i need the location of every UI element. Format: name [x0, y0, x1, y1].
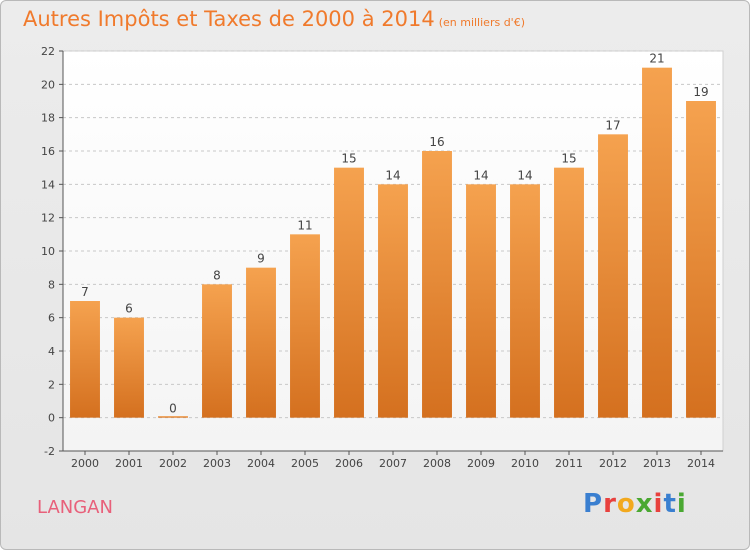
y-tick-label: 0 — [48, 412, 55, 425]
y-tick-label: 4 — [48, 345, 55, 358]
data-label: 19 — [693, 85, 708, 99]
proxiti-logo: Proxiti — [583, 489, 687, 519]
data-label: 21 — [649, 52, 664, 66]
bar-2001 — [114, 317, 144, 418]
x-tick-label: 2006 — [335, 457, 363, 470]
bar-2000 — [70, 301, 100, 418]
x-tick-label: 2013 — [643, 457, 671, 470]
x-tick-label: 2012 — [599, 457, 627, 470]
logo-letter: i — [676, 489, 687, 519]
bar-2012 — [598, 134, 628, 418]
data-label: 9 — [257, 252, 265, 266]
y-tick-label: 8 — [48, 278, 55, 291]
logo-letter: x — [635, 489, 654, 519]
bar-2009 — [466, 184, 496, 418]
logo-letter: P — [583, 489, 604, 519]
logo-letter: r — [603, 489, 617, 519]
x-tick-label: 2000 — [71, 457, 99, 470]
data-label: 15 — [341, 152, 356, 166]
data-label: 0 — [169, 402, 177, 416]
y-tick-label: 18 — [41, 112, 55, 125]
logo-letter: o — [616, 489, 636, 519]
chart-unit: (en milliers d'€) — [438, 16, 525, 29]
y-axis: -2 0 2 4 6 8 10 12 14 16 18 20 22 — [41, 45, 64, 458]
logo-letter: i — [653, 489, 664, 519]
logo-letter: t — [663, 489, 677, 519]
y-tick-label: 20 — [41, 78, 55, 91]
bar-2011 — [554, 167, 584, 418]
x-axis: 2000 2001 2002 2003 2004 2005 2006 2007 2008 2009… — [63, 450, 723, 470]
bar-2013 — [642, 67, 672, 418]
commune-name: LANGAN — [37, 497, 113, 518]
data-label: 6 — [125, 302, 133, 316]
bar-2003 — [202, 284, 232, 418]
data-label: 17 — [605, 118, 620, 132]
x-tick-label: 2009 — [467, 457, 495, 470]
x-tick-label: 2001 — [115, 457, 143, 470]
y-tick-label: 2 — [48, 378, 55, 391]
bar-2002 — [158, 416, 188, 418]
y-tick-label: -2 — [44, 445, 55, 458]
x-tick-label: 2004 — [247, 457, 275, 470]
x-tick-label: 2002 — [159, 457, 187, 470]
data-label: 14 — [517, 168, 532, 182]
bar-2014 — [686, 101, 716, 418]
y-tick-label: 16 — [41, 145, 55, 158]
data-label: 14 — [473, 168, 488, 182]
x-tick-label: 2010 — [511, 457, 539, 470]
bar-2006 — [334, 167, 364, 418]
chart-title-text: Autres Impôts et Taxes de 2000 à 2014 — [23, 7, 435, 31]
data-label: 14 — [385, 168, 400, 182]
y-tick-label: 22 — [41, 45, 55, 58]
y-tick-label: 10 — [41, 245, 55, 258]
bar-2008 — [422, 151, 452, 418]
data-label: 7 — [81, 285, 89, 299]
y-tick-label: 14 — [41, 178, 55, 191]
x-tick-label: 2011 — [555, 457, 583, 470]
data-label: 8 — [213, 268, 221, 282]
chart-title: Autres Impôts et Taxes de 2000 à 2014 (en… — [23, 7, 525, 31]
y-tick-label: 12 — [41, 212, 55, 225]
data-label: 15 — [561, 152, 576, 166]
bar-2005 — [290, 234, 320, 418]
bar-2007 — [378, 184, 408, 418]
bar-2010 — [510, 184, 540, 418]
x-tick-label: 2008 — [423, 457, 451, 470]
bars-group: 7 6 0 8 9 11 15 14 16 14 14 15 17 21 19 — [70, 52, 716, 418]
x-tick-label: 2005 — [291, 457, 319, 470]
x-tick-label: 2014 — [687, 457, 715, 470]
x-tick-label: 2007 — [379, 457, 407, 470]
data-label: 11 — [297, 218, 312, 232]
data-label: 16 — [429, 135, 444, 149]
x-tick-label: 2003 — [203, 457, 231, 470]
y-tick-label: 6 — [48, 312, 55, 325]
bar-2004 — [246, 267, 276, 418]
